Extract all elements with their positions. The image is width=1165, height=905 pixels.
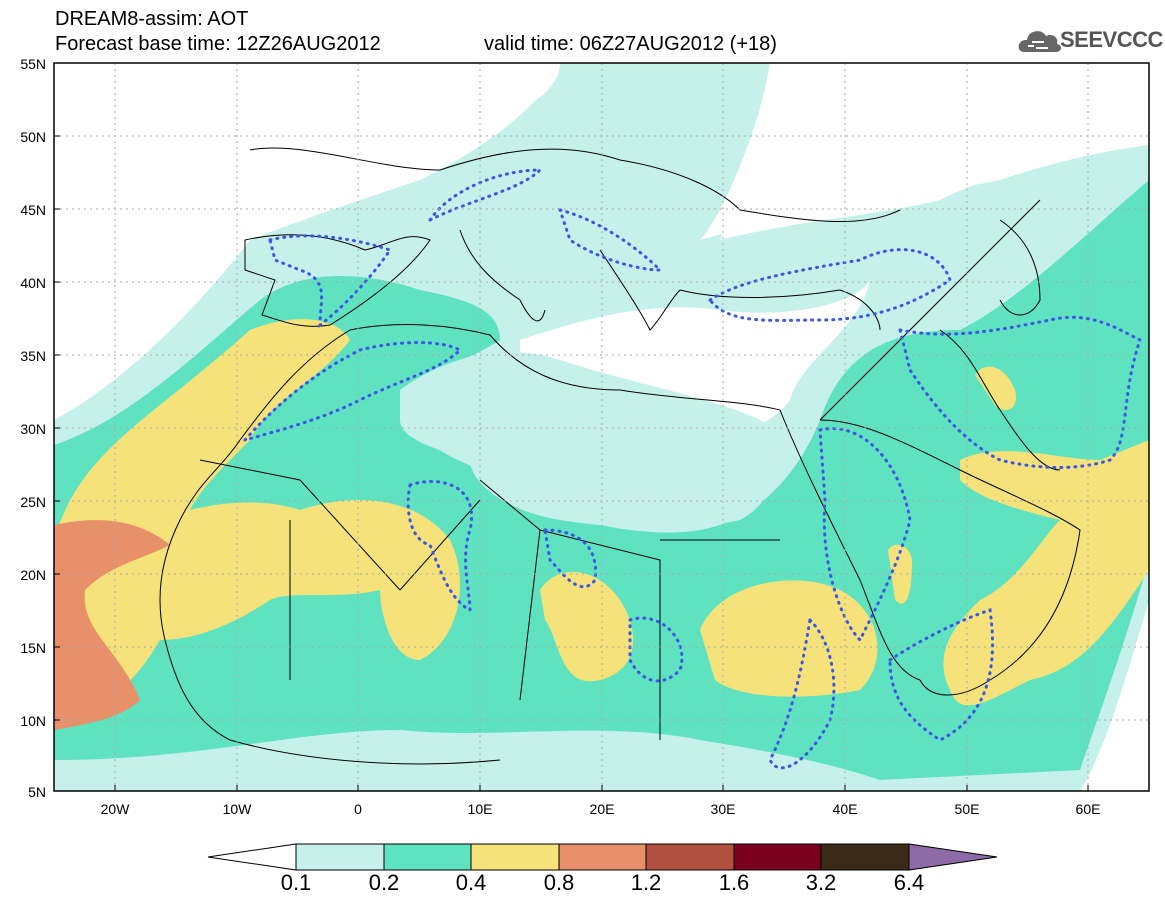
lat-label: 55N [20,56,46,72]
lat-label: 40N [20,275,46,291]
aot-band-low-north [720,63,1149,240]
coastline-caspian [999,219,1041,316]
coastline-redsea [779,409,921,681]
map-title: DREAM8-assim: AOT [55,8,249,30]
aot-band-0.4-arabia [943,440,1149,706]
dust-contour-ethiopia [768,618,836,770]
dust-contour-balkans [557,207,664,272]
cloud-icon [1018,31,1062,52]
legend-label: 1.2 [630,870,662,895]
valid-time: valid time: 06Z27AUG2012 (+18) [484,33,777,55]
aot-map [53,62,1150,792]
coastline-arabia [819,419,1081,696]
lat-label: 15N [20,640,46,656]
dust-contour-yemen [888,608,995,742]
legend-label: 0.2 [368,870,400,895]
aot-band-0.4-west [54,319,460,730]
lon-label: 10W [222,801,252,817]
lon-label: 20E [589,801,615,817]
coastline-europe [249,147,901,222]
lon-label: 10E [467,801,493,817]
aot-band-0.4-sudan [700,580,878,697]
coastline-westafrica [159,439,501,765]
lat-label: 45N [20,202,46,218]
legend-label: 6.4 [893,870,925,895]
lon-label: 60E [1075,801,1101,817]
lon-label: 0 [354,801,362,817]
aot-band-0.4-chad [540,571,634,682]
lat-label: 20N [20,567,46,583]
dust-contour-chad [543,528,597,589]
forecast-base-time: Forecast base time: 12Z26AUG2012 [55,33,381,55]
lat-label: 50N [20,129,46,145]
legend-label: 0.1 [280,870,312,895]
lon-label: 50E [954,801,980,817]
lon-label: 40E [832,801,858,817]
legend-label: 3.2 [805,870,837,895]
dust-contour-arabia [818,427,912,643]
lat-label: 35N [20,348,46,364]
dust-contour-turkey [708,248,952,322]
lat-label: 5N [28,784,46,800]
legend-label: 0.4 [455,870,487,895]
logo-text: SEEVCCC [1060,27,1163,52]
dust-contour-iran [897,315,1142,469]
legend-label: 1.6 [718,870,750,895]
lat-label: 10N [20,713,46,729]
aot-band-0.4-iran [975,366,1016,410]
dust-contour-sahara [406,480,474,613]
aot-band-0.8 [54,520,170,730]
dust-contour-sudan [628,616,684,683]
lat-label: 30N [20,421,46,437]
coastline-nafrica [239,324,781,441]
aot-band-low-europe [54,63,560,420]
coastline-italy [459,229,546,322]
coastline-greece [599,249,681,331]
border-lines [199,199,1041,740]
aot-band-0.1-sahara [400,351,778,528]
lon-label: 30E [710,801,736,817]
lon-label: 20W [100,801,130,817]
lat-label: 25N [20,494,46,510]
legend-label: 0.8 [543,870,575,895]
dust-contour-europe [428,168,544,222]
coastline-gulf [939,329,1061,471]
